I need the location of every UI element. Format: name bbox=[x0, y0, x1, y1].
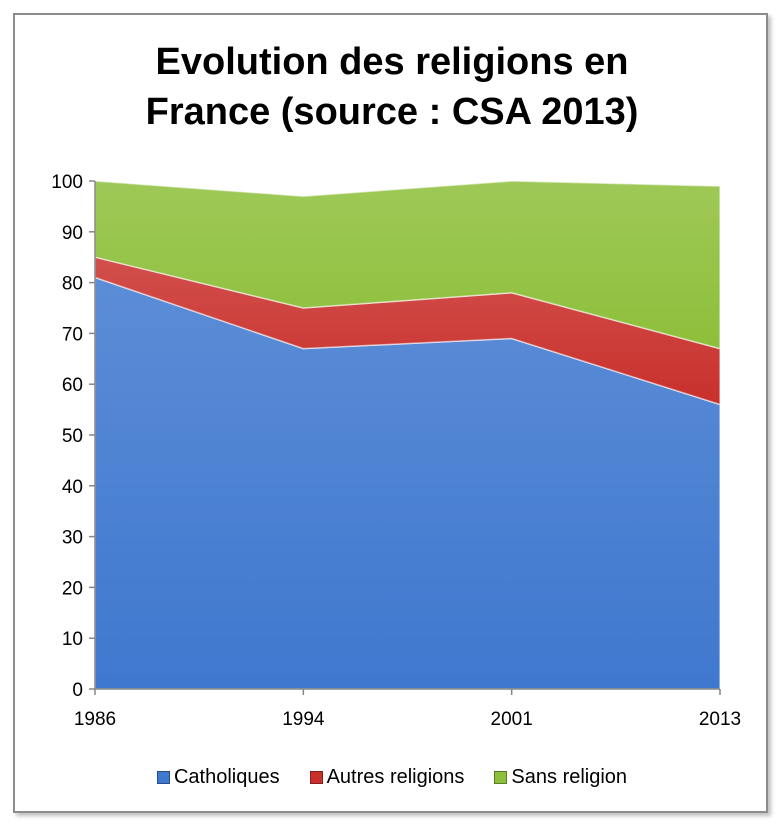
legend-item-sans-religion: Sans religion bbox=[494, 766, 627, 789]
y-tick-label: 0 bbox=[72, 680, 83, 701]
y-tick-label: 50 bbox=[62, 426, 83, 447]
legend-label-catholiques: Catholiques bbox=[173, 765, 280, 788]
legend-swatch-autres-religions bbox=[309, 770, 323, 784]
chart-legend: Catholiques Autres religions Sans religi… bbox=[0, 762, 784, 792]
area-sans-religion bbox=[94, 180, 721, 350]
x-tick-label: 1986 bbox=[74, 709, 116, 730]
chart-title-line-1: Evolution des religions en bbox=[155, 41, 629, 83]
legend-item-autres-religions: Autres religions bbox=[309, 765, 465, 789]
legend-label-autres-religions: Autres religions bbox=[326, 765, 465, 788]
x-tick-label: 2001 bbox=[491, 709, 533, 730]
y-tick-label: 60 bbox=[62, 375, 83, 396]
chart-title-line-2: France (source : CSA 2013) bbox=[145, 91, 639, 133]
x-tick-label: 2013 bbox=[699, 709, 741, 730]
y-tick-label: 40 bbox=[62, 477, 83, 498]
y-tick-label: 100 bbox=[51, 172, 83, 193]
x-tick-label: 1994 bbox=[282, 709, 325, 730]
legend-label-sans-religion: Sans religion bbox=[511, 765, 628, 788]
y-tick-label: 70 bbox=[62, 324, 83, 345]
legend-swatch-sans-religion bbox=[494, 770, 508, 784]
y-tick-label: 20 bbox=[62, 578, 83, 599]
legend-item-catholiques: Catholiques bbox=[156, 765, 280, 789]
y-tick-label: 80 bbox=[62, 274, 83, 295]
legend-swatch-catholiques bbox=[156, 770, 170, 784]
chart-title: Evolution des religions en France (sourc… bbox=[0, 37, 784, 137]
y-tick-label: 10 bbox=[62, 629, 83, 650]
y-tick-label: 90 bbox=[62, 223, 83, 244]
y-tick-label: 30 bbox=[62, 528, 83, 549]
